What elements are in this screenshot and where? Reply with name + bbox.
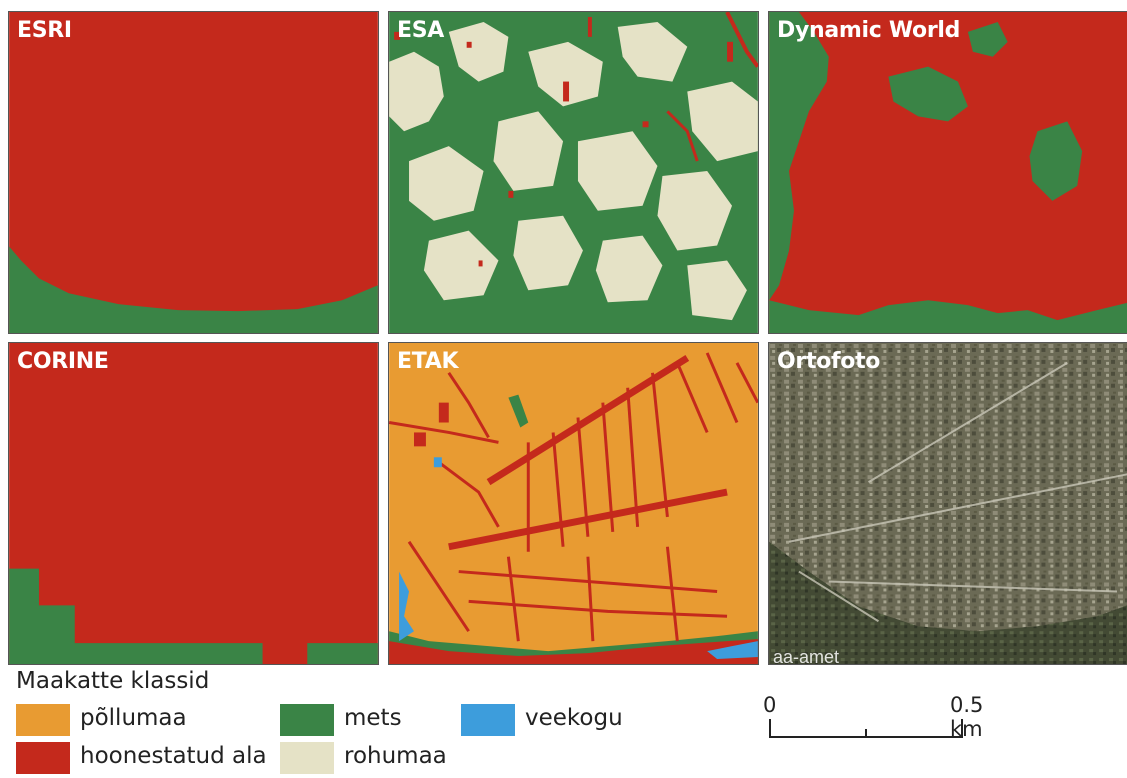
scale-bar-graphic	[769, 719, 963, 738]
panel-title: Ortofoto	[777, 349, 881, 374]
dynamic-world-landcover-map	[769, 12, 1127, 333]
legend-label: rohumaa	[344, 743, 447, 769]
legend-label: hoonestatud ala	[80, 743, 267, 769]
legend-label: veekogu	[525, 705, 623, 731]
esri-landcover-map	[9, 12, 378, 333]
map-panel-corine: CORINE	[8, 342, 379, 665]
esa-landcover-map	[389, 12, 758, 333]
scale-label-start: 0	[763, 693, 777, 717]
map-panel-dynamic-world: Dynamic World	[768, 11, 1127, 334]
scale-bar: 0 0.5 km	[760, 693, 1000, 743]
map-panel-etak: ETAK	[388, 342, 759, 665]
panel-title: ETAK	[397, 349, 459, 374]
legend-title: Maakatte klassid	[16, 668, 210, 694]
panel-title: ESRI	[17, 18, 72, 43]
map-panel-esa: ESA	[388, 11, 759, 334]
legend-swatch	[16, 742, 70, 774]
map-panel-esri: ESRI	[8, 11, 379, 334]
panel-title: CORINE	[17, 349, 109, 374]
legend-swatch	[461, 704, 515, 736]
panel-title: ESA	[397, 18, 444, 43]
legend-swatch	[16, 704, 70, 736]
legend-swatch	[280, 704, 334, 736]
orthophoto-watermark: aa-amet	[773, 647, 840, 665]
etak-landcover-map	[389, 343, 758, 664]
legend-label: mets	[344, 705, 402, 731]
corine-landcover-map	[9, 343, 378, 664]
panel-title: Dynamic World	[777, 18, 961, 43]
map-panel-ortofoto: Ortofoto aa-amet	[768, 342, 1127, 665]
scale-label-end: 0.5 km	[950, 693, 984, 741]
legend-label: põllumaa	[80, 705, 187, 731]
orthophoto-image	[769, 343, 1127, 664]
legend-swatch	[280, 742, 334, 774]
